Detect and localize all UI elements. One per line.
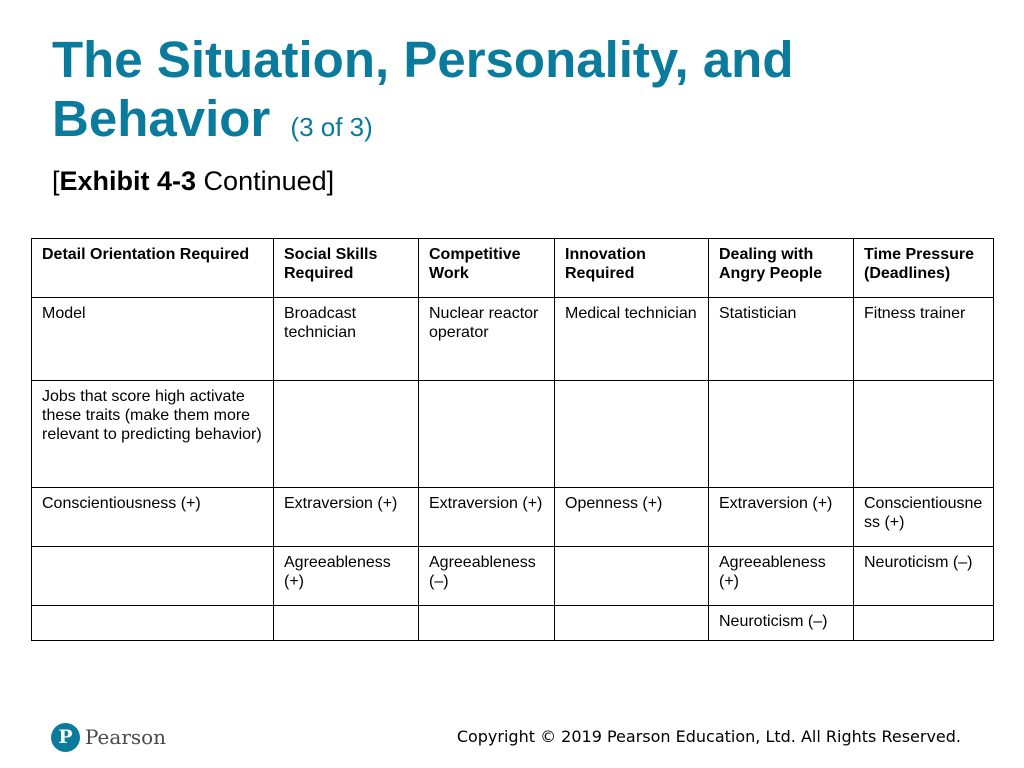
table-cell	[853, 605, 994, 641]
header-detail-orientation: Detail Orientation Required	[31, 238, 274, 298]
table-cell: Nuclear reactor operator	[418, 297, 555, 381]
table-header-row: Detail Orientation Required Social Skill…	[31, 238, 994, 298]
table-cell	[418, 605, 555, 641]
caption-continued: Continued]	[196, 166, 335, 196]
table-cell: Fitness trainer	[853, 297, 994, 381]
table-cell: Agreeableness (+)	[708, 546, 854, 606]
table-cell	[273, 380, 419, 488]
table-cell	[853, 380, 994, 488]
exhibit-table: Detail Orientation Required Social Skill…	[31, 238, 994, 641]
pearson-logo: P Pearson	[51, 721, 166, 753]
table-cell	[31, 546, 274, 606]
table-cell: Conscientiousness (+)	[853, 487, 994, 547]
table-cell	[418, 380, 555, 488]
table-row: Jobs that score high activate these trai…	[31, 380, 994, 488]
table-cell: Extraversion (+)	[708, 487, 854, 547]
table-cell: Extraversion (+)	[273, 487, 419, 547]
table-cell: Extraversion (+)	[418, 487, 555, 547]
header-competitive-work: Competitive Work	[418, 238, 555, 298]
table-cell	[554, 605, 709, 641]
exhibit-caption: [Exhibit 4-3 Continued]	[52, 165, 334, 197]
table-cell: Agreeableness (–)	[418, 546, 555, 606]
table-cell	[554, 380, 709, 488]
table-row: Conscientiousness (+) Extraversion (+) E…	[31, 487, 994, 547]
slide-part-indicator: (3 of 3)	[290, 112, 373, 142]
table-row: Model Broadcast technician Nuclear react…	[31, 297, 994, 381]
table-cell: Conscientiousness (+)	[31, 487, 274, 547]
table-cell: Model	[31, 297, 274, 381]
table-cell: Medical technician	[554, 297, 709, 381]
table-cell	[708, 380, 854, 488]
table-row: Neuroticism (–)	[31, 605, 994, 641]
table-cell	[273, 605, 419, 641]
pearson-logo-icon: P	[51, 722, 80, 752]
caption-open-bracket: [	[52, 166, 60, 196]
table-cell	[31, 605, 274, 641]
copyright-notice: Copyright © 2019 Pearson Education, Ltd.…	[456, 727, 961, 746]
header-social-skills: Social Skills Required	[273, 238, 419, 298]
table-cell: Broadcast technician	[273, 297, 419, 381]
header-angry-people: Dealing with Angry People	[708, 238, 854, 298]
table-cell	[554, 546, 709, 606]
table-cell: Neuroticism (–)	[708, 605, 854, 641]
slide-title-text: The Situation, Personality, and Behavior	[52, 31, 794, 147]
table-cell: Jobs that score high activate these trai…	[31, 380, 274, 488]
header-time-pressure: Time Pressure (Deadlines)	[853, 238, 994, 298]
table-cell: Agreeableness (+)	[273, 546, 419, 606]
slide-title: The Situation, Personality, and Behavior…	[52, 30, 952, 157]
table-cell: Statistician	[708, 297, 854, 381]
table-cell: Openness (+)	[554, 487, 709, 547]
table-cell: Neuroticism (–)	[853, 546, 994, 606]
header-innovation: Innovation Required	[554, 238, 709, 298]
pearson-wordmark: Pearson	[85, 725, 167, 749]
exhibit-number: Exhibit 4-3	[59, 166, 197, 196]
table-row: Agreeableness (+) Agreeableness (–) Agre…	[31, 546, 994, 606]
